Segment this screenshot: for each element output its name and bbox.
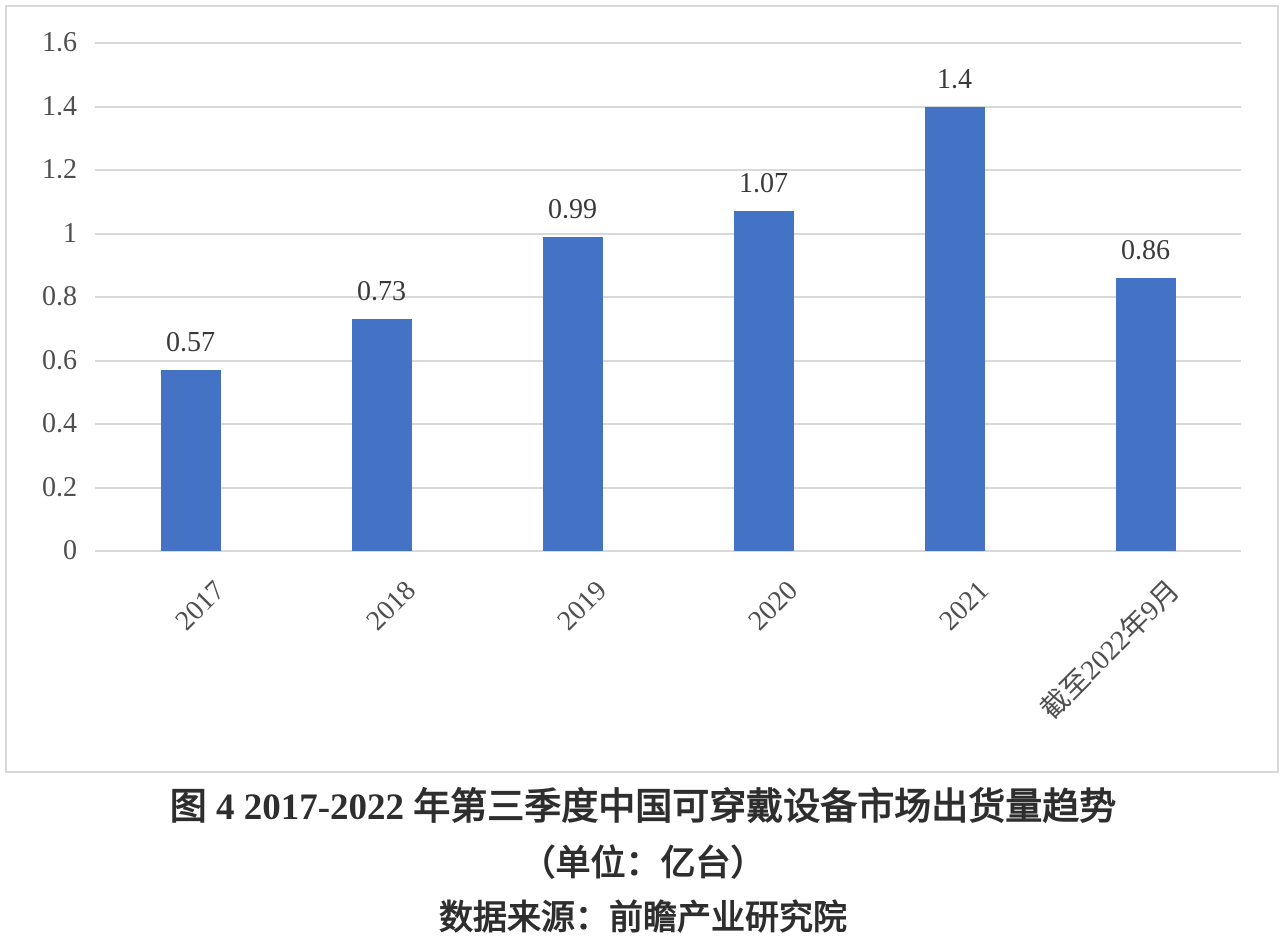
x-axis-tick-text: 2020 <box>741 575 804 637</box>
bar-2020 <box>733 211 794 551</box>
gridline-0.8 <box>95 296 1241 298</box>
data-label-2017: 0.57 <box>166 327 215 359</box>
gridline-1.2 <box>95 169 1241 171</box>
y-axis-tick-label: 0.2 <box>42 471 77 503</box>
bar-2018 <box>351 319 412 551</box>
x-axis-tick-text: 2021 <box>932 575 995 637</box>
y-axis-tick-label: 0.6 <box>42 344 77 376</box>
data-label-截至2022年9月: 0.86 <box>1121 234 1170 266</box>
y-axis-tick-label: 1.4 <box>42 90 77 122</box>
y-axis-tick-label: 0 <box>63 535 77 566</box>
caption-title: 图 4 2017-2022 年第三季度中国可穿戴设备市场出货量趋势 <box>169 787 1117 828</box>
gridline-0.2 <box>95 486 1241 489</box>
gridline-0.6 <box>95 359 1241 362</box>
data-label-2020: 1.07 <box>739 168 788 200</box>
x-axis-tick-text: 截至2022年9月 <box>1034 575 1186 726</box>
y-axis-tick-label: 0.8 <box>42 281 77 312</box>
chart-caption: 图 4 2017-2022 年第三季度中国可穿戴设备市场出货量趋势 （单位：亿台… <box>0 779 1286 946</box>
bar-2021 <box>924 106 985 551</box>
data-label-2018: 0.73 <box>357 276 406 308</box>
caption-data-source: 数据来源：前瞻产业研究院 <box>439 900 847 937</box>
x-axis-tick-text: 2017 <box>168 575 231 637</box>
y-axis-tick-label: 1 <box>63 217 77 249</box>
gridline-1.4 <box>95 105 1241 108</box>
gridline-1.6 <box>95 42 1241 44</box>
gridline-0 <box>95 550 1241 552</box>
x-axis-tick-text: 2018 <box>359 575 422 637</box>
caption-unit-label: （单位：亿台） <box>520 844 766 883</box>
data-label-2021: 1.4 <box>937 63 972 95</box>
gridline-0.4 <box>95 423 1241 425</box>
y-axis-tick-label: 1.2 <box>42 154 77 185</box>
gridline-1 <box>95 232 1241 235</box>
bar-2019 <box>542 236 603 551</box>
y-axis-tick-label: 0.4 <box>42 408 77 439</box>
data-label-2019: 0.99 <box>548 193 597 225</box>
x-axis-tick-text: 2019 <box>550 575 613 637</box>
y-axis-tick-label: 1.6 <box>42 27 77 58</box>
bar-截至2022年9月 <box>1115 277 1176 551</box>
chart-panel: 0 0.2 0.4 0.6 0.8 1 1.2 1.4 1.6 0.57 2017 0.73 2018 0… <box>5 5 1279 773</box>
bar-2017 <box>160 370 221 551</box>
